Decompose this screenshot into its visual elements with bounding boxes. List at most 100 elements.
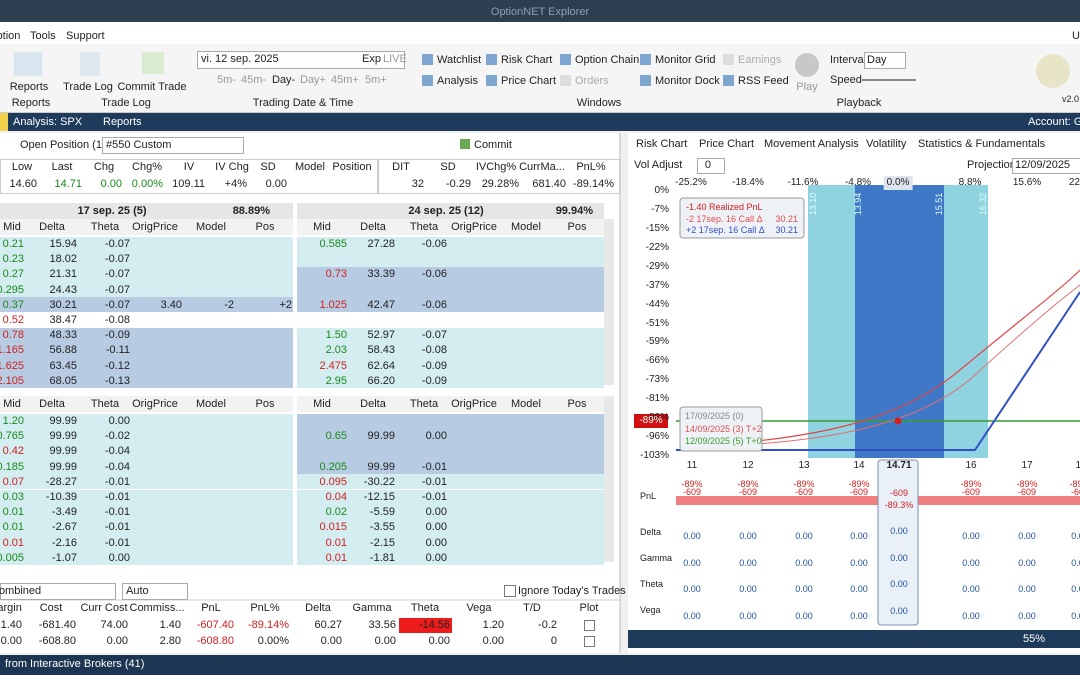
chain-cell: -3.49: [51, 506, 77, 519]
window-button[interactable]: Orders: [575, 75, 609, 87]
step-button[interactable]: Day+: [300, 74, 326, 86]
menu-item[interactable]: Tools: [30, 30, 56, 42]
x-tick-label: 14: [853, 460, 865, 471]
x-top-label: 8.8%: [958, 177, 982, 188]
column-header: PnL%: [250, 602, 280, 614]
probability: 99.94%: [555, 205, 593, 217]
column-header: Position: [332, 161, 372, 173]
doc-tab[interactable]: Reports: [103, 116, 142, 128]
window-button[interactable]: Watchlist: [437, 54, 482, 66]
delta-value: 0.00: [1071, 531, 1080, 541]
play-icon: [795, 53, 819, 77]
pnl-value: -609: [889, 488, 909, 498]
chain-row: [0, 504, 293, 520]
current-column: [877, 459, 919, 626]
doc-tab[interactable]: Analysis: SPX: [13, 116, 83, 128]
scrollbar: [604, 219, 614, 385]
chain-cell: 0.21: [2, 238, 24, 250]
projection-value[interactable]: 12/09/2025: [1015, 159, 1071, 171]
chain-title-bar: [0, 203, 293, 219]
chain-cell: -0.11: [105, 344, 130, 357]
chain-cell: -0.07: [104, 253, 130, 266]
vol-adjust-label: Vol Adjust: [634, 159, 683, 171]
column-header: T/D: [523, 602, 541, 614]
summary-cell: -14.56: [418, 619, 450, 631]
chain-cell: 0.07: [2, 475, 24, 488]
position-value[interactable]: #550 Custom: [106, 139, 172, 151]
vol-adjust-value[interactable]: 0: [704, 159, 711, 171]
menu-item[interactable]: Support: [66, 30, 105, 42]
exp-button[interactable]: Exp: [362, 53, 381, 65]
chain-cell: 0.295: [0, 283, 24, 296]
interval-value[interactable]: Day: [867, 54, 887, 66]
step-button[interactable]: 5m-: [217, 74, 236, 86]
theta-value: 0.00: [683, 584, 701, 594]
ignore-toggle[interactable]: Ignore Today's Trades: [518, 585, 626, 597]
step-button[interactable]: 45m-: [241, 74, 267, 86]
open-position[interactable]: Open Position (1): [20, 139, 106, 151]
account: Account: Ge: [1028, 116, 1080, 128]
chain-cell: 1.625: [0, 359, 24, 372]
user-menu[interactable]: U: [1072, 30, 1080, 42]
y-tick-label: -66%: [645, 355, 669, 367]
panel-tab[interactable]: Risk Chart: [636, 138, 688, 150]
commit-button[interactable]: Commit: [474, 139, 512, 151]
status-text: from Interactive Brokers (41): [5, 658, 145, 670]
chain-row: [0, 550, 293, 566]
window-button[interactable]: RSS Feed: [738, 75, 789, 87]
column-header: IV: [183, 161, 195, 173]
region-label: 13.10: [808, 192, 818, 216]
chain-row: [0, 236, 293, 252]
chain-row: [0, 297, 293, 313]
window-icon: [640, 54, 651, 65]
chain-row: [297, 373, 604, 389]
window-button[interactable]: Option Chain: [575, 54, 640, 66]
step-button[interactable]: 5m+: [365, 74, 387, 86]
y-tick-label: -73%: [645, 374, 669, 386]
menu-item[interactable]: Option: [0, 30, 21, 42]
gamma-value: 0.00: [850, 557, 868, 568]
ribbon-button[interactable]: Trade Log: [63, 81, 113, 93]
panel-tab[interactable]: Movement Analysis: [764, 138, 859, 150]
alert-cell: [399, 618, 452, 633]
chain-cell: 52.97: [367, 329, 395, 342]
chain-row: [297, 312, 604, 328]
speed-label: Speed: [830, 74, 862, 86]
quote-cell: +4%: [224, 178, 247, 190]
vega-value: 0.00: [683, 610, 701, 621]
chain-cell: +2: [279, 298, 292, 311]
step-button[interactable]: Day-: [272, 74, 296, 86]
theta-value: 0.00: [1018, 584, 1036, 594]
window-button[interactable]: Earnings: [738, 54, 782, 66]
date-value[interactable]: vi. 12 sep. 2025: [201, 53, 279, 65]
panel-tab[interactable]: Volatility: [866, 138, 907, 150]
panel-tab[interactable]: Statistics & Fundamentals: [918, 138, 1046, 150]
window-button[interactable]: Analysis: [437, 75, 478, 87]
pnl-pct: -89%: [681, 479, 703, 489]
theta-value: 0.00: [850, 584, 868, 594]
step-button[interactable]: 45m+: [331, 74, 359, 86]
y-tick-label: -29%: [645, 260, 669, 272]
column-header: Model: [511, 398, 541, 410]
window-button[interactable]: Price Chart: [501, 75, 557, 87]
x-tick-label: 18: [1075, 460, 1080, 471]
ribbon-button[interactable]: Commit Trade: [117, 81, 187, 93]
window-button[interactable]: Risk Chart: [501, 54, 553, 66]
chain-cell: 30.21: [49, 298, 77, 311]
y-tick-label: -15%: [645, 222, 669, 234]
play-button[interactable]: Play: [796, 81, 818, 93]
chain-cell: -0.06: [421, 238, 447, 250]
y-tick-label: -103%: [640, 450, 669, 462]
mode-value[interactable]: Auto: [126, 585, 149, 597]
window-button[interactable]: Monitor Grid: [655, 54, 716, 66]
ribbon-button[interactable]: Reports: [9, 81, 49, 93]
chain-cell: 1.20: [2, 415, 24, 427]
grid-row-label: Delta: [640, 527, 662, 537]
column-header: Low: [11, 161, 33, 173]
group-value[interactable]: Combined: [0, 585, 42, 597]
window-button[interactable]: Monitor Dock: [655, 75, 720, 87]
chain-row: [297, 358, 604, 374]
chain-cell: 0.00: [108, 551, 130, 564]
delta-value: 0.00: [890, 526, 908, 536]
panel-tab[interactable]: Price Chart: [699, 138, 755, 150]
